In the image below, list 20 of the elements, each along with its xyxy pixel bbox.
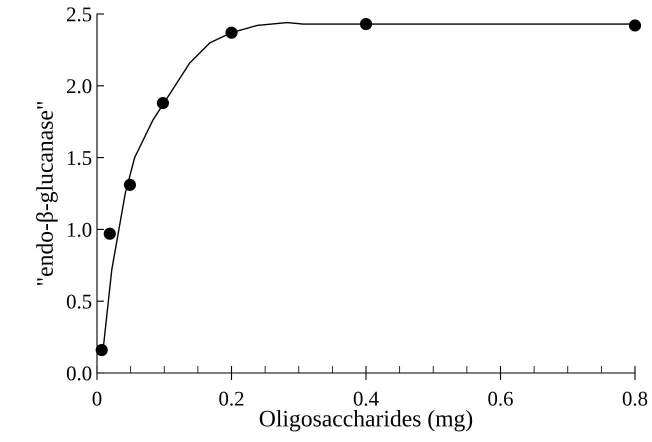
y-tick-label: 2.5: [67, 7, 92, 22]
point: [156, 96, 169, 110]
x-tick-label: 0.4: [354, 392, 379, 406]
point: [360, 18, 372, 30]
point: [628, 19, 642, 32]
point: [96, 344, 108, 356]
x-tick-label: 0.2: [219, 392, 244, 406]
x-tick-label: 0.6: [488, 392, 513, 406]
y-tick-label: 0.0: [66, 366, 92, 381]
y-tick-label: 1.5: [68, 151, 92, 166]
y-tick-label: 0.5: [66, 294, 92, 309]
point: [124, 178, 136, 191]
x-tick-label: 0: [92, 392, 102, 406]
y-tick-label: 2.0: [67, 79, 92, 94]
x-axis-title: Oligosaccharides (mg): [260, 410, 472, 432]
y-axis-title: "endo-β-glucanase": [36, 102, 58, 286]
point: [225, 26, 238, 39]
point: [104, 228, 116, 240]
y-tick-label: 1.0: [68, 222, 92, 237]
x-tick-label: 0.8: [622, 392, 648, 406]
